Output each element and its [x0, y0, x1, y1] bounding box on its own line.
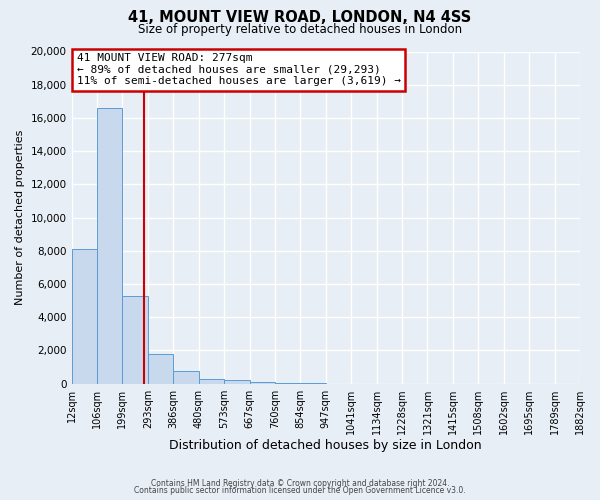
X-axis label: Distribution of detached houses by size in London: Distribution of detached houses by size … [169, 440, 482, 452]
Y-axis label: Number of detached properties: Number of detached properties [15, 130, 25, 305]
Bar [148, 354, 173, 384]
Bar [250, 382, 275, 384]
Bar [173, 371, 199, 384]
Text: 41, MOUNT VIEW ROAD, LONDON, N4 4SS: 41, MOUNT VIEW ROAD, LONDON, N4 4SS [128, 10, 472, 25]
Bar [122, 296, 148, 384]
Bar [71, 249, 97, 384]
Bar [224, 380, 250, 384]
Bar [97, 108, 122, 384]
Text: 41 MOUNT VIEW ROAD: 277sqm
← 89% of detached houses are smaller (29,293)
11% of : 41 MOUNT VIEW ROAD: 277sqm ← 89% of deta… [77, 53, 401, 86]
Text: Contains public sector information licensed under the Open Government Licence v3: Contains public sector information licen… [134, 486, 466, 495]
Text: Size of property relative to detached houses in London: Size of property relative to detached ho… [138, 22, 462, 36]
Bar [275, 382, 301, 384]
Text: Contains HM Land Registry data © Crown copyright and database right 2024.: Contains HM Land Registry data © Crown c… [151, 478, 449, 488]
Bar [199, 378, 224, 384]
